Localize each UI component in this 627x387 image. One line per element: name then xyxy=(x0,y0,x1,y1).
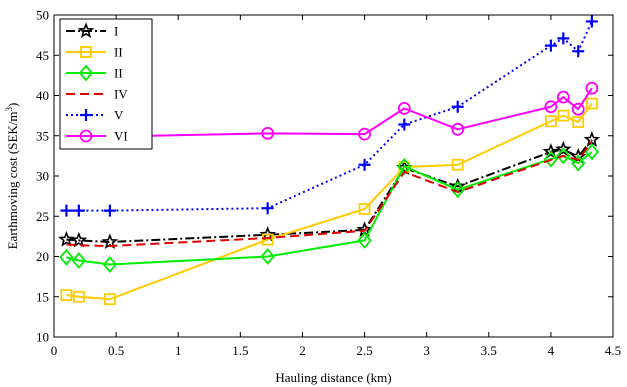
data-point xyxy=(261,126,275,140)
data-point xyxy=(542,143,560,159)
legend-label: I xyxy=(114,24,118,39)
data-point xyxy=(544,39,557,52)
y-tick-label: 10 xyxy=(36,330,49,345)
legend-label: II xyxy=(114,45,123,60)
series-line-4 xyxy=(66,140,593,248)
data-point xyxy=(557,109,570,122)
data-point xyxy=(358,158,371,171)
data-point xyxy=(557,32,570,45)
x-tick-label: 4 xyxy=(548,343,555,358)
legend-entry: IV xyxy=(66,87,128,102)
data-point xyxy=(72,290,85,303)
x-tick-label: 0.5 xyxy=(108,343,124,358)
data-point xyxy=(585,97,598,110)
x-tick-label: 4.5 xyxy=(605,343,621,358)
data-point xyxy=(101,233,119,250)
data-point xyxy=(103,204,116,217)
data-point xyxy=(450,181,465,199)
data-point xyxy=(585,15,598,28)
legend-entry: II xyxy=(66,45,123,60)
data-point xyxy=(451,100,464,113)
data-point xyxy=(585,81,599,95)
data-point xyxy=(397,101,411,115)
legend-box xyxy=(59,18,153,150)
series-3 xyxy=(59,143,600,273)
y-tick-label: 30 xyxy=(36,169,49,184)
y-tick-label: 40 xyxy=(36,88,49,103)
data-point xyxy=(358,127,371,141)
data-point xyxy=(572,116,585,128)
legend-entry: II xyxy=(66,64,123,82)
data-point xyxy=(357,232,372,249)
data-point xyxy=(572,45,585,58)
x-tick-label: 0 xyxy=(51,343,58,358)
data-point xyxy=(260,248,275,265)
data-point xyxy=(583,131,601,147)
y-axis-label-close: ) xyxy=(5,103,20,107)
data-point xyxy=(71,252,87,269)
data-point xyxy=(261,233,274,246)
data-point xyxy=(556,90,570,104)
data-point xyxy=(398,118,411,131)
data-point xyxy=(544,115,557,128)
data-point xyxy=(555,140,572,157)
legend-marker xyxy=(80,109,92,121)
x-tick-label: 3.5 xyxy=(481,343,497,358)
y-tick-label: 25 xyxy=(36,209,49,224)
data-point xyxy=(70,231,88,248)
series-line-3 xyxy=(66,151,593,266)
y-axis-label: Earthmoving cost (SEK/m3) xyxy=(4,103,20,250)
legend-entry: VI xyxy=(66,129,128,144)
data-point xyxy=(571,102,585,116)
x-tick-label: 1 xyxy=(175,343,182,358)
data-point xyxy=(59,248,74,266)
legend-label: IV xyxy=(114,87,128,102)
data-point xyxy=(261,202,274,215)
data-point xyxy=(451,122,465,136)
series-4 xyxy=(66,140,593,248)
y-tick-label: 15 xyxy=(36,289,49,304)
legend-label: II xyxy=(114,66,123,81)
data-point xyxy=(358,203,371,215)
chart-marks xyxy=(58,15,601,306)
legend-marker xyxy=(78,64,94,82)
data-point xyxy=(72,204,85,217)
y-axis-label-text: Earthmoving cost (SEK/m xyxy=(5,111,20,249)
data-point xyxy=(451,158,464,171)
data-point xyxy=(544,100,558,114)
x-axis-label: Hauling distance (km) xyxy=(275,370,391,385)
y-tick-label: 45 xyxy=(36,48,49,63)
legend-marker xyxy=(77,22,95,39)
data-point xyxy=(60,204,73,217)
data-point xyxy=(584,143,600,161)
legend-label: V xyxy=(114,108,124,123)
data-point xyxy=(543,150,559,168)
y-tick-label: 50 xyxy=(36,8,49,23)
legend-entry: I xyxy=(66,22,118,39)
series-5 xyxy=(60,15,598,217)
y-tick-label: 35 xyxy=(36,128,49,143)
legend-marker xyxy=(79,129,93,143)
x-tick-label: 2 xyxy=(299,343,306,358)
data-point xyxy=(60,289,73,302)
y-tick-label: 20 xyxy=(36,249,49,264)
x-tick-label: 2.5 xyxy=(356,343,372,358)
series-1 xyxy=(58,131,601,250)
series-line-1 xyxy=(66,139,593,244)
x-tick-label: 3 xyxy=(423,343,430,358)
data-point xyxy=(556,147,571,165)
data-point xyxy=(571,154,586,172)
legend-label: VI xyxy=(114,129,128,144)
x-tick-label: 1.5 xyxy=(232,343,248,358)
data-point xyxy=(102,256,118,273)
legend-entry: V xyxy=(66,108,124,123)
legend-marker xyxy=(80,46,92,58)
data-point xyxy=(104,293,116,306)
data-point xyxy=(58,230,75,247)
y-axis-label-superscript: 3 xyxy=(4,106,14,111)
axis-ticks: 0 0.5 1 1.5 2 2.5 3 3.5 4 4.5 10 15 20 25 30 35 40 45 50 xyxy=(36,8,621,359)
